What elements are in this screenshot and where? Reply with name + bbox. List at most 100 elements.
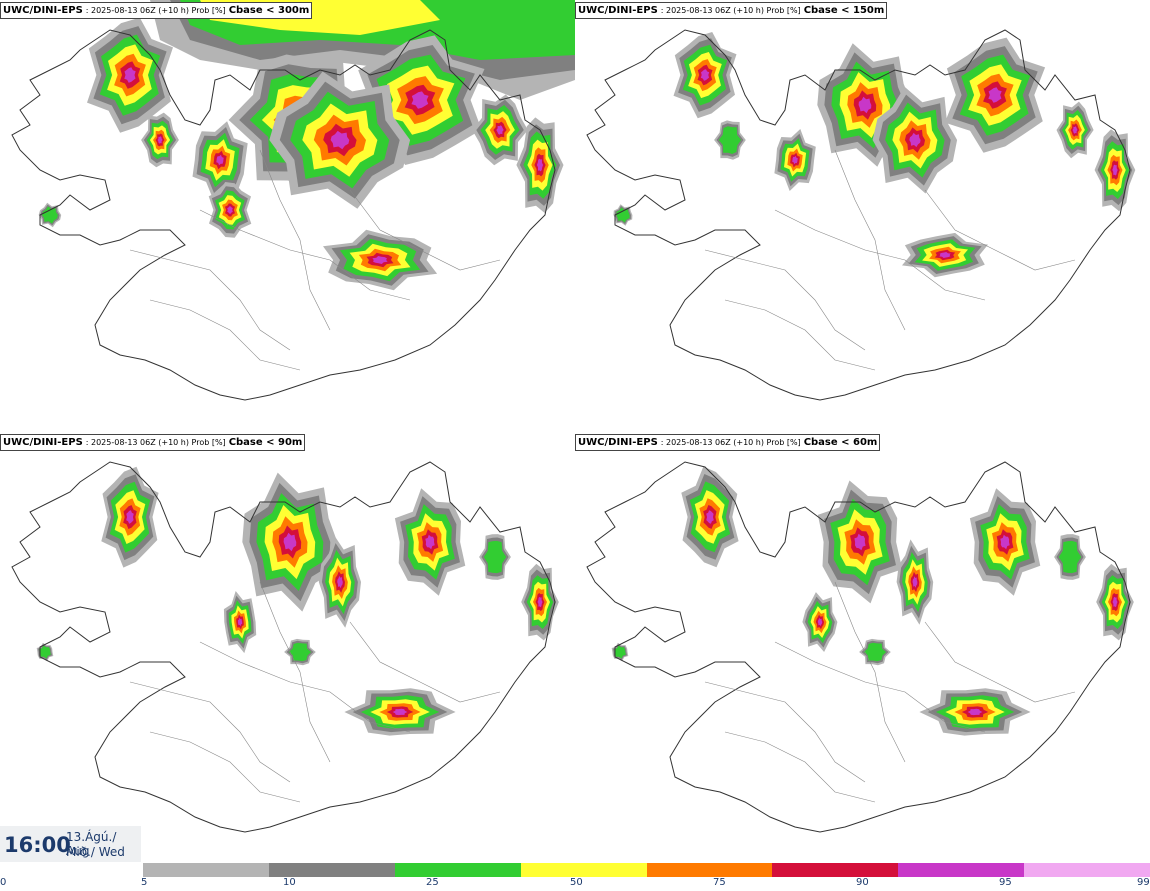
panel-title: UWC/DINI-EPS: 2025-08-13 06Z (+10 h) Pro…	[0, 434, 306, 451]
legend-tick-label: 90	[856, 877, 869, 888]
map-panel-cbase-90m: UWC/DINI-EPS: 2025-08-13 06Z (+10 h) Pro…	[0, 432, 575, 862]
road-line	[724, 731, 876, 803]
road-line	[259, 581, 331, 763]
panel-title: UWC/DINI-EPS: 2025-08-13 06Z (+10 h) Pro…	[575, 2, 888, 19]
road-line	[349, 189, 501, 271]
coastline	[11, 29, 556, 401]
panel-meta: : 2025-08-13 06Z (+10 h) Prob [%]	[85, 438, 226, 447]
probability-contour	[425, 534, 435, 550]
road-line	[129, 249, 291, 351]
probability-contour	[988, 87, 1002, 103]
probability-contour	[372, 256, 388, 264]
probability-contour	[909, 132, 921, 148]
probability-contour	[854, 533, 866, 551]
probability-map	[586, 461, 1134, 833]
probability-contour	[792, 155, 798, 165]
panel-source: UWC/DINI-EPS	[3, 5, 83, 16]
probability-contour	[858, 96, 872, 114]
probability-contour	[42, 206, 58, 224]
probability-contour	[1112, 164, 1118, 176]
probability-contour	[124, 67, 136, 83]
legend-swatch	[394, 863, 521, 877]
road-line	[834, 581, 906, 763]
map-panel-cbase-150m: UWC/DINI-EPS: 2025-08-13 06Z (+10 h) Pro…	[575, 0, 1150, 430]
map-panel-cbase-60m: UWC/DINI-EPS: 2025-08-13 06Z (+10 h) Pro…	[575, 432, 1150, 862]
road-line	[199, 209, 411, 301]
panel-source: UWC/DINI-EPS	[578, 437, 658, 448]
legend-swatch	[898, 863, 1025, 877]
probability-contour	[330, 130, 350, 150]
panel-threshold: Cbase < 60m	[803, 437, 878, 448]
probability-contour	[216, 154, 224, 166]
probability-contour	[496, 125, 504, 135]
probability-contour	[718, 126, 742, 154]
legend-tick-label: 10	[283, 877, 296, 888]
legend-tick-label: 25	[426, 877, 439, 888]
probability-contour	[817, 618, 823, 626]
road-line	[774, 209, 986, 301]
panel-threshold: Cbase < 300m	[228, 5, 310, 16]
road-line	[774, 641, 986, 733]
probability-map	[11, 0, 575, 401]
probability-contour	[157, 136, 163, 144]
probability-contour	[392, 708, 408, 716]
legend-tick-label: 75	[713, 877, 726, 888]
legend-swatch	[772, 863, 899, 877]
road-line	[924, 621, 1076, 703]
legend-tick-label: 5	[141, 877, 148, 888]
probability-contour	[126, 510, 134, 524]
valid-time-box: 16:00 13.Ágú./ Aug Mið./ Wed	[0, 826, 141, 862]
panel-threshold: Cbase < 150m	[803, 5, 885, 16]
legend-tick-label: 0	[0, 877, 7, 888]
coastline	[586, 29, 1131, 401]
legend-swatch	[520, 863, 647, 877]
coastline	[586, 461, 1131, 833]
road-line	[834, 149, 906, 331]
probability-contour	[237, 617, 243, 627]
color-legend	[143, 863, 1150, 877]
probability-contour	[411, 91, 429, 109]
legend-swatch	[268, 863, 395, 877]
legend-tick-label: 50	[570, 877, 583, 888]
coastline	[11, 461, 556, 833]
legend-tick-label: 99	[1137, 877, 1150, 888]
probability-contour	[1000, 534, 1010, 550]
map-panel-cbase-300m: UWC/DINI-EPS: 2025-08-13 06Z (+10 h) Pro…	[0, 0, 575, 430]
road-line	[924, 189, 1076, 271]
probability-contour	[912, 576, 918, 588]
panel-title: UWC/DINI-EPS: 2025-08-13 06Z (+10 h) Pro…	[0, 2, 313, 19]
panel-meta: : 2025-08-13 06Z (+10 h) Prob [%]	[660, 6, 801, 15]
valid-date: 13.Ágú./ Aug	[66, 830, 117, 858]
probability-contour	[863, 642, 887, 662]
panel-source: UWC/DINI-EPS	[3, 437, 83, 448]
probability-contour	[706, 510, 714, 524]
panel-threshold: Cbase < 90m	[228, 437, 303, 448]
probability-map	[586, 29, 1136, 401]
probability-contour	[283, 532, 297, 552]
road-line	[149, 299, 301, 371]
probability-contour	[700, 69, 710, 81]
panel-source: UWC/DINI-EPS	[578, 5, 658, 16]
probability-contour	[967, 708, 983, 716]
legend-tick-label: 95	[999, 877, 1012, 888]
probability-contour	[288, 642, 312, 662]
panel-title: UWC/DINI-EPS: 2025-08-13 06Z (+10 h) Pro…	[575, 434, 881, 451]
probability-contour	[536, 158, 544, 172]
probability-contour	[1112, 596, 1118, 608]
legend-swatch	[646, 863, 773, 877]
legend-swatch	[143, 863, 269, 877]
probability-contour	[1072, 126, 1078, 134]
probability-contour	[537, 596, 543, 608]
probability-contour	[1058, 540, 1082, 574]
probability-contour	[39, 645, 51, 659]
legend-swatch	[1024, 863, 1150, 877]
road-line	[259, 149, 331, 331]
panel-meta: : 2025-08-13 06Z (+10 h) Prob [%]	[660, 438, 801, 447]
probability-contour	[483, 540, 507, 574]
road-line	[704, 249, 866, 351]
road-line	[724, 299, 876, 371]
road-line	[349, 621, 501, 703]
road-line	[704, 681, 866, 783]
road-line	[199, 641, 411, 733]
panel-meta: : 2025-08-13 06Z (+10 h) Prob [%]	[85, 6, 226, 15]
